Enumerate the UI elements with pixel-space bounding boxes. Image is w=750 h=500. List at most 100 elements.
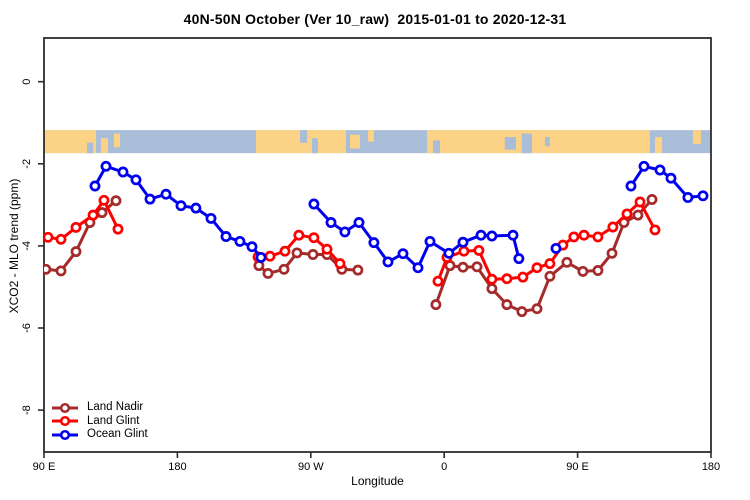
map-band-land-segment [113, 133, 121, 148]
data-point-marker [307, 249, 319, 260]
map-band-ocean-segment [432, 140, 441, 154]
data-point-marker [544, 270, 556, 282]
data-point-marker [190, 202, 202, 214]
data-point-marker [325, 217, 337, 228]
data-point-marker [568, 231, 580, 243]
data-point-marker [246, 241, 258, 253]
data-point-marker [234, 235, 246, 247]
data-point-marker [308, 232, 320, 244]
data-point-marker [621, 208, 633, 220]
map-band-land-segment [349, 134, 361, 149]
map-band-land-segment [368, 130, 374, 142]
data-point-marker [531, 262, 543, 274]
data-point-marker [144, 193, 156, 205]
legend-item-ocean-glint: Ocean Glint [50, 428, 148, 442]
data-point-marker [321, 243, 333, 255]
data-point-marker [577, 265, 589, 277]
map-band-land-segment [692, 130, 701, 144]
y-tick-label: 0 [21, 79, 33, 85]
data-point-marker [430, 299, 442, 311]
x-tick-label: 90 E [33, 461, 56, 473]
data-point-marker [110, 195, 122, 207]
series-line [434, 198, 654, 314]
data-point-marker [544, 258, 556, 270]
map-band-land-segment [100, 138, 109, 154]
y-tick-label: -4 [21, 241, 33, 251]
data-point-marker [117, 166, 129, 178]
data-point-marker [412, 262, 424, 274]
data-point-marker [160, 188, 172, 200]
ocean-glint-marker-icon [50, 428, 80, 442]
data-point-marker [55, 265, 67, 277]
data-point-marker [353, 217, 365, 228]
data-point-marker [70, 221, 82, 233]
x-axis-title: Longitude [351, 474, 404, 488]
data-point-marker [457, 261, 469, 273]
data-point-marker [592, 265, 604, 276]
legend-item-land-nadir: Land Nadir [50, 401, 148, 415]
data-point-marker [665, 172, 677, 184]
data-point-marker [96, 207, 108, 219]
x-tick-label: 0 [441, 461, 447, 473]
map-band-ocean-segment [86, 142, 94, 154]
legend-label: Land Nadir [87, 401, 144, 414]
data-point-marker [486, 230, 498, 242]
data-point-marker [654, 164, 666, 176]
series-ocean-glint [89, 160, 709, 274]
legend-label: Land Glint [87, 414, 140, 427]
data-point-marker [98, 194, 110, 206]
data-point-marker [352, 264, 364, 276]
data-point-marker [89, 180, 101, 192]
data-point-marker [606, 247, 618, 259]
data-point-marker [638, 160, 650, 172]
data-point-marker [205, 212, 217, 224]
series-line [47, 198, 120, 241]
series-land-glint [44, 194, 661, 287]
legend-item-land-glint: Land Glint [50, 415, 148, 429]
map-band-ocean-segment [521, 133, 532, 154]
data-point-marker [334, 258, 346, 270]
data-point-marker [682, 192, 694, 203]
y-tick-label: -8 [21, 405, 33, 415]
data-point-marker [255, 251, 267, 263]
data-point-marker [501, 273, 513, 285]
data-point-marker [697, 190, 709, 202]
legend: Land Nadir Land Glint Ocean Glint [50, 401, 148, 442]
data-point-marker [634, 196, 646, 208]
x-tick-label: 180 [168, 461, 186, 473]
data-point-marker [175, 200, 187, 212]
data-point-marker [100, 160, 112, 172]
data-point-marker [55, 233, 67, 245]
map-band-ocean-segment [504, 137, 516, 150]
data-point-marker [516, 306, 528, 318]
y-tick-label: -2 [21, 159, 33, 169]
data-point-marker [649, 224, 661, 236]
x-tick-label: 90 E [566, 461, 589, 473]
data-point-marker [291, 247, 303, 259]
map-band [44, 130, 711, 154]
data-point-marker [646, 194, 658, 205]
legend-line-circle-glyph [52, 416, 78, 427]
data-point-marker [475, 229, 487, 241]
data-point-marker [457, 236, 469, 248]
data-point-marker [397, 248, 409, 260]
data-point-marker [625, 180, 637, 192]
x-tick-label: 180 [702, 461, 720, 473]
data-point-marker [486, 273, 498, 285]
data-point-marker [513, 253, 525, 265]
data-point-marker [578, 229, 590, 241]
y-tick-label: -6 [21, 323, 33, 333]
plot-box [43, 37, 712, 453]
series-land-nadir [44, 194, 658, 318]
legend-line-circle-glyph [52, 402, 78, 413]
data-point-marker [592, 231, 604, 243]
data-point-marker [339, 226, 351, 238]
data-point-marker [507, 229, 519, 241]
chart-title: 40N-50N October (Ver 10_raw) 2015-01-01 … [183, 11, 567, 27]
map-band-ocean-segment [311, 138, 318, 154]
map-band-land-segment [654, 137, 663, 154]
x-tick-label: 90 W [298, 461, 324, 473]
data-point-marker [443, 247, 455, 259]
